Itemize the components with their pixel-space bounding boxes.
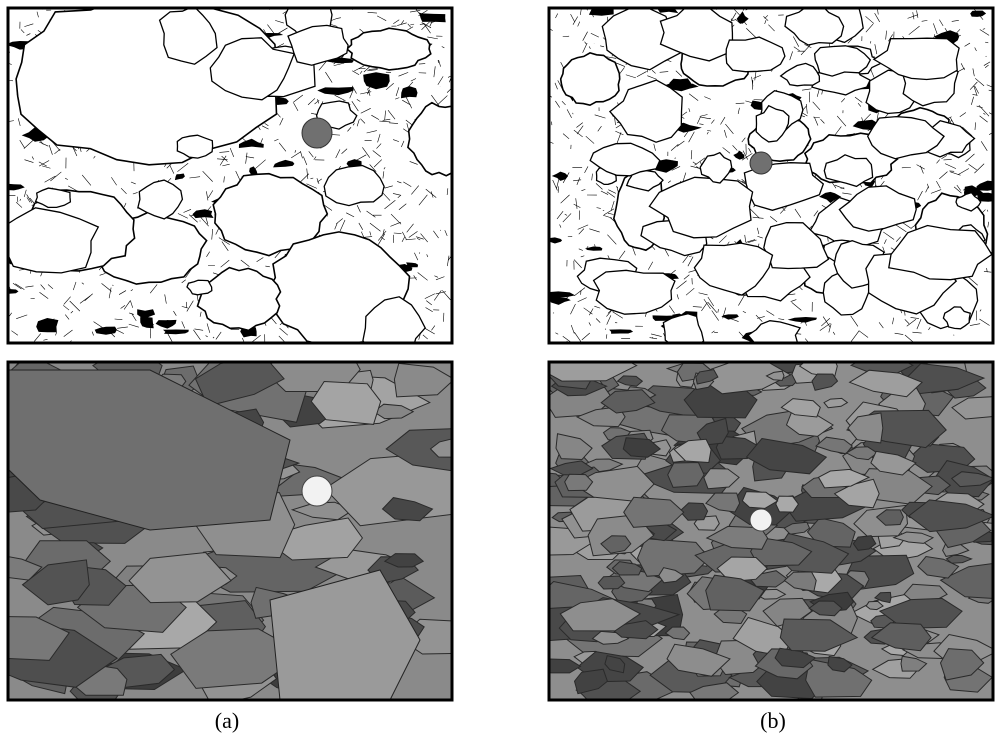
- reference-ball: [302, 476, 332, 506]
- rock: [668, 463, 704, 488]
- void: [419, 13, 445, 22]
- caption: (b): [760, 708, 786, 733]
- reference-ball: [750, 152, 772, 174]
- photo-a: [0, 344, 514, 706]
- segmentation-a: [0, 0, 470, 360]
- void: [609, 329, 633, 333]
- segmentation-b: [539, 0, 996, 352]
- figure: (a) (b): [0, 0, 996, 754]
- caption: (a): [215, 708, 239, 733]
- reference-ball: [302, 118, 332, 148]
- reference-ball: [750, 509, 772, 531]
- photo-b: [504, 350, 996, 709]
- rock: [663, 314, 703, 352]
